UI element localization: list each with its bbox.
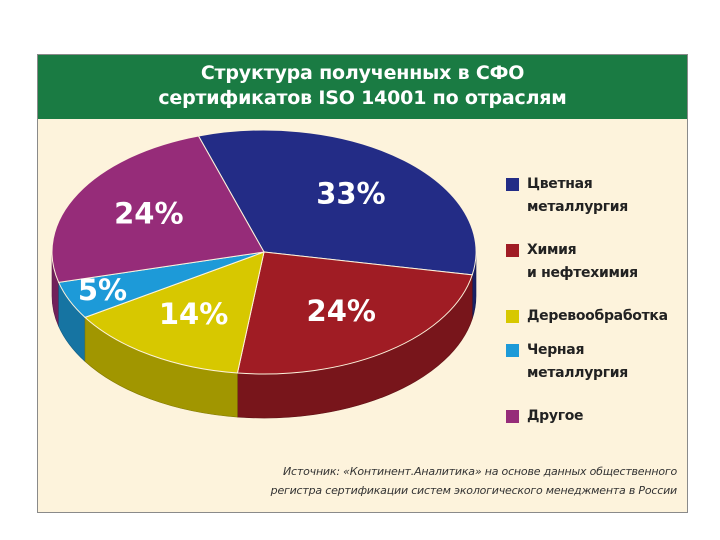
legend-item-0: Цветная металлургия bbox=[506, 173, 628, 219]
pie-value-label-0: 33% bbox=[316, 176, 385, 210]
legend-label-1: Химия и нефтехимия bbox=[527, 242, 638, 281]
chart-title-line-1: Структура полученных в СФО bbox=[200, 62, 525, 84]
legend-swatch-0 bbox=[506, 178, 519, 191]
legend-swatch-1 bbox=[506, 244, 519, 257]
chart-title-line-2: сертификатов ISO 14001 по отраслям bbox=[158, 87, 567, 109]
legend-label-4: Другое bbox=[527, 408, 584, 424]
legend-label-2: Деревообработка bbox=[527, 308, 668, 324]
legend-swatch-3 bbox=[506, 344, 519, 357]
pie-slice-4 bbox=[51, 135, 265, 283]
chart-source-note: Источник: «Континент.Аналитика» на основ… bbox=[207, 462, 678, 500]
chart-header: Структура полученных в СФО сертификатов … bbox=[38, 55, 687, 119]
legend-item-2: Деревообработка bbox=[506, 305, 668, 328]
pie-value-labels: 33% 24% 14% 5% 24% bbox=[78, 176, 386, 331]
chart-panel: Структура полученных в СФО сертификатов … bbox=[37, 54, 688, 513]
pie-value-label-4: 24% bbox=[114, 197, 183, 231]
legend-item-3: Черная металлургия bbox=[506, 339, 628, 385]
legend-label-0: Цветная металлургия bbox=[527, 176, 628, 215]
source-line-2: регистра сертификации систем экологическ… bbox=[270, 484, 678, 497]
legend-label-3: Черная металлургия bbox=[527, 342, 628, 381]
pie-slice-0 bbox=[197, 129, 477, 276]
pie-value-label-3: 5% bbox=[78, 273, 127, 307]
legend-swatch-2 bbox=[506, 310, 519, 323]
legend-item-1: Химия и нефтехимия bbox=[506, 239, 638, 285]
legend-item-4: Другое bbox=[506, 405, 584, 428]
pie-slices bbox=[51, 129, 477, 375]
pie-slice-2 bbox=[84, 251, 265, 374]
legend-swatch-4 bbox=[506, 410, 519, 423]
pie-chart: 33% 24% 14% 5% 24% bbox=[51, 129, 477, 419]
source-line-1: Источник: «Континент.Аналитика» на основ… bbox=[283, 465, 677, 478]
pie-value-label-1: 24% bbox=[307, 294, 376, 328]
pie-slice-1 bbox=[236, 251, 473, 375]
pie-value-label-2: 14% bbox=[159, 297, 228, 331]
